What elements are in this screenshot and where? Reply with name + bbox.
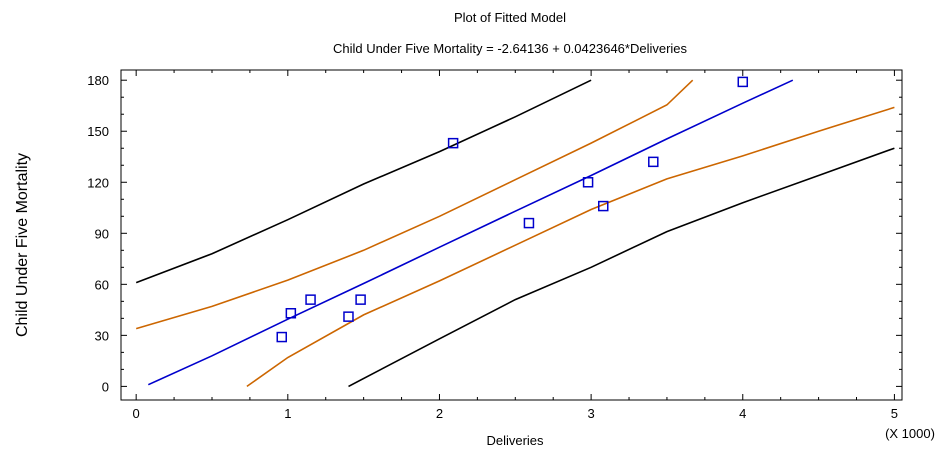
x-axis-label: Deliveries: [486, 433, 544, 448]
chart-title: Plot of Fitted Model: [454, 10, 566, 25]
data-points: [276, 76, 749, 343]
data-point: [597, 200, 609, 212]
data-point: [447, 137, 459, 149]
y-tick-label: 150: [87, 124, 109, 139]
data-point: [582, 177, 594, 188]
y-tick-label: 60: [95, 277, 109, 292]
y-tick-label: 90: [95, 226, 109, 241]
y-tick-label: 120: [87, 175, 109, 190]
plot-frame: [120, 69, 903, 401]
y-tick-label: 180: [87, 73, 109, 88]
x-tick-label: 1: [284, 406, 291, 421]
x-axis-multiplier: (X 1000): [885, 426, 935, 441]
x-tick-label: 2: [436, 406, 443, 421]
data-point: [285, 307, 297, 319]
prediction-lower-line: [348, 147, 895, 388]
y-tick-label: 0: [102, 379, 109, 394]
fit-line: [147, 79, 794, 386]
confidence-lower-line: [246, 106, 895, 388]
axes: 0 1 2 3 4 5 0 30 60 90 120 150 180: [87, 70, 902, 421]
data-point: [648, 156, 659, 168]
band-lines: [135, 79, 895, 388]
data-point: [276, 331, 287, 343]
x-tick-label: 3: [587, 406, 594, 421]
chart-subtitle: Child Under Five Mortality = -2.64136 + …: [333, 41, 688, 56]
confidence-upper-line: [135, 79, 694, 330]
data-point: [355, 294, 366, 305]
prediction-upper-line: [135, 79, 592, 284]
data-point: [343, 311, 354, 322]
x-tick-label: 0: [133, 406, 140, 421]
data-point: [523, 217, 535, 229]
data-point: [305, 294, 316, 305]
data-point: [737, 76, 749, 88]
x-tick-label: 4: [739, 406, 746, 421]
x-tick-label: 5: [891, 406, 898, 421]
y-tick-label: 30: [95, 328, 109, 343]
y-axis-label: Child Under Five Mortality: [14, 153, 31, 337]
